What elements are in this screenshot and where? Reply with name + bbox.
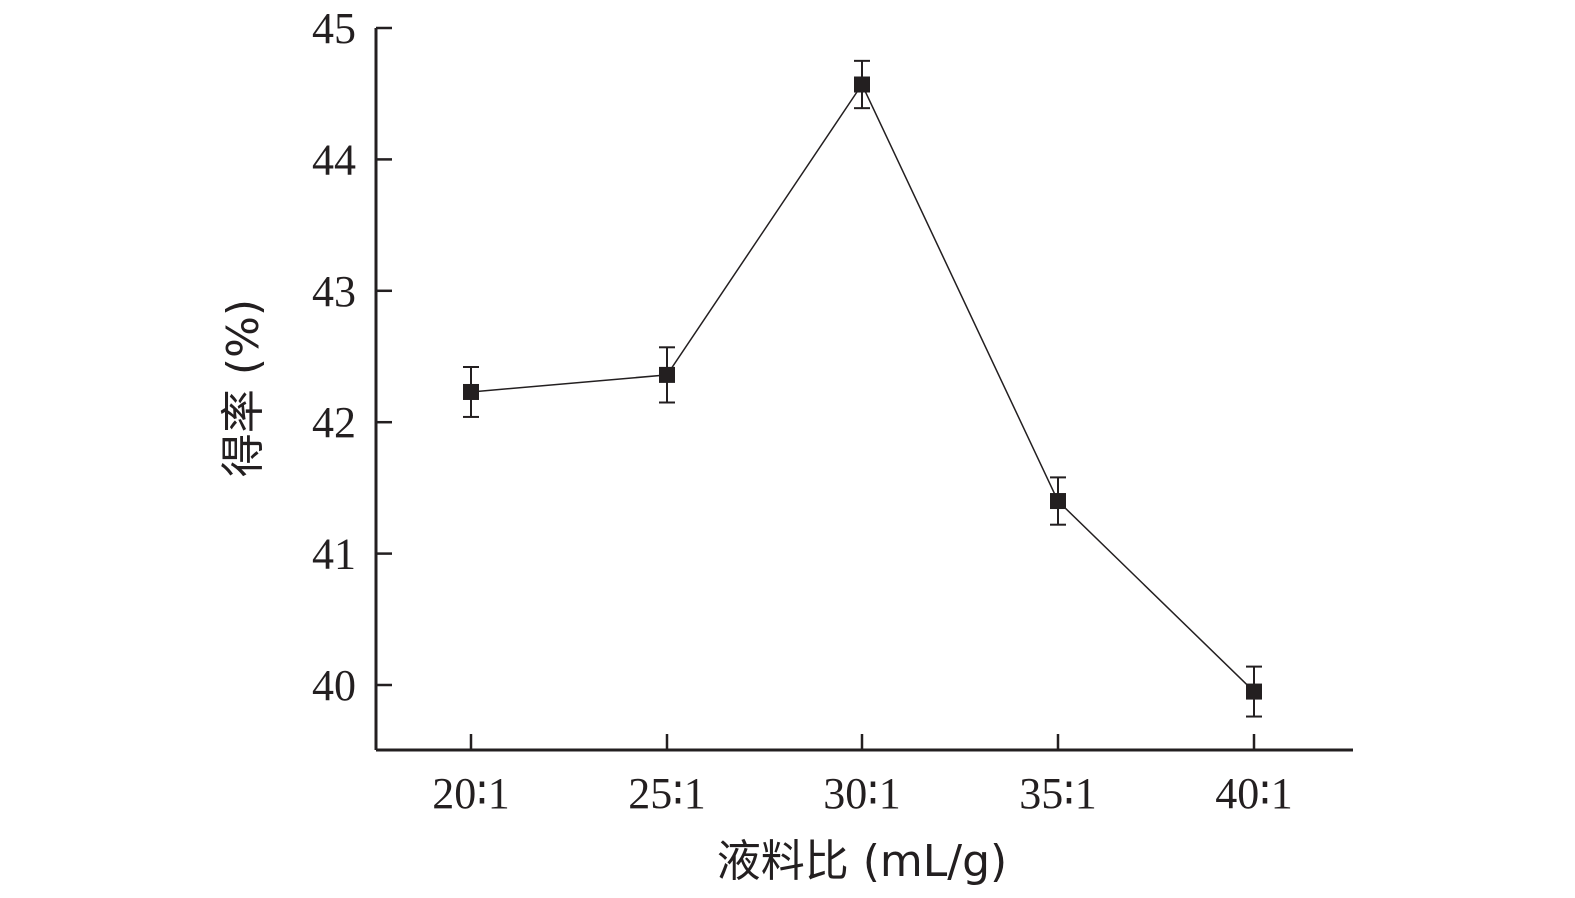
ticks: 40 41 42 43 44 45 20∶1 25∶1 30∶1 35∶1 40∶1 [312, 4, 1293, 818]
data-point [1050, 476, 1066, 526]
point-marker [463, 383, 479, 400]
point-marker [659, 366, 675, 383]
y-tick-label: 42 [312, 398, 356, 447]
point-marker [1246, 683, 1262, 700]
point-marker [854, 76, 870, 93]
y-tick-label: 45 [312, 4, 356, 53]
axes [374, 28, 1353, 752]
data-point [1246, 665, 1262, 718]
x-tick-label: 20∶1 [432, 769, 509, 818]
point-marker [1050, 493, 1066, 510]
y-tick-label: 44 [312, 135, 356, 184]
y-axis-title: 得率 (%) [218, 299, 269, 477]
x-tick-label: 25∶1 [628, 769, 705, 818]
data-point [659, 346, 675, 404]
y-tick-label: 41 [312, 530, 356, 579]
plot-area [463, 59, 1262, 718]
x-axis-title: 液料比 (mL/g) [717, 836, 1007, 887]
x-tick-label: 35∶1 [1019, 769, 1096, 818]
x-tick-label: 40∶1 [1215, 769, 1292, 818]
data-point [854, 59, 870, 110]
x-tick-label: 30∶1 [823, 769, 900, 818]
y-tick-label: 40 [312, 661, 356, 710]
y-tick-label: 43 [312, 267, 356, 316]
series-line [470, 82, 1255, 693]
data-point [463, 366, 479, 418]
